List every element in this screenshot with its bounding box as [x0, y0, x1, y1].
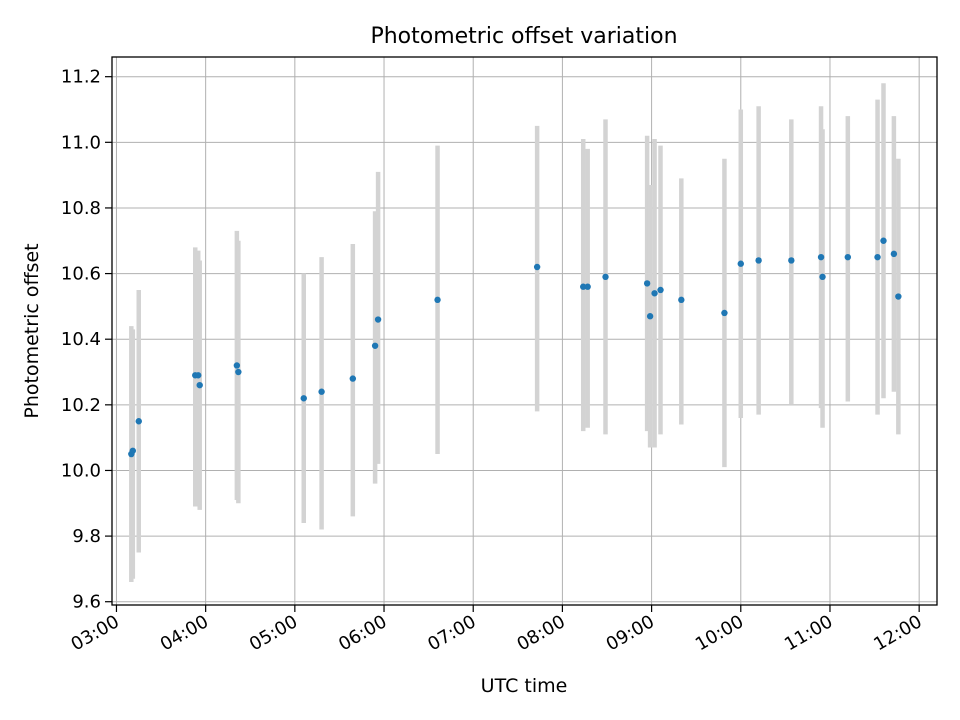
data-point: [737, 260, 744, 267]
data-point: [371, 342, 379, 349]
y-tick-label: 10.0: [61, 460, 101, 481]
data-point: [646, 313, 654, 320]
data-point: [374, 316, 382, 323]
data-point: [300, 395, 307, 402]
data-point: [819, 273, 826, 281]
data-point: [584, 283, 591, 290]
data-point: [657, 286, 664, 294]
y-tick-label: 10.8: [61, 198, 101, 219]
data-point: [817, 253, 825, 261]
data-point: [788, 257, 795, 264]
y-tick-label: 11.2: [61, 67, 101, 88]
x-axis-label: UTC time: [481, 675, 568, 697]
data-point: [196, 381, 203, 389]
y-tick-label: 10.6: [61, 264, 101, 285]
y-tick-label: 10.4: [61, 329, 101, 350]
data-point: [880, 237, 887, 244]
data-point: [721, 309, 728, 317]
data-point: [349, 375, 357, 382]
data-point: [755, 257, 762, 264]
y-tick-label: 9.6: [72, 592, 101, 613]
data-point: [235, 368, 242, 376]
data-point: [533, 263, 541, 271]
data-point: [195, 372, 202, 379]
plot-area-frame: [111, 56, 938, 606]
y-tick-label: 11.0: [61, 132, 101, 153]
data-point: [434, 296, 441, 304]
y-tick-label: 10.2: [61, 395, 101, 416]
data-point: [651, 290, 658, 297]
grid: [112, 57, 937, 605]
data-point: [602, 273, 609, 281]
data-point: [233, 362, 241, 369]
y-axis-label: Photometric offset: [21, 243, 43, 418]
data-point: [890, 250, 898, 258]
data-point: [318, 388, 325, 395]
data-point: [580, 283, 587, 290]
data-point: [643, 280, 651, 287]
data-point: [129, 447, 137, 454]
data-point: [844, 253, 852, 261]
data-point: [874, 253, 881, 261]
chart-title: Photometric offset variation: [370, 24, 677, 49]
y-tick-label: 9.8: [72, 526, 101, 547]
data-point: [678, 296, 685, 304]
data-points: [128, 237, 902, 458]
data-point: [135, 418, 142, 425]
data-point: [895, 293, 902, 300]
